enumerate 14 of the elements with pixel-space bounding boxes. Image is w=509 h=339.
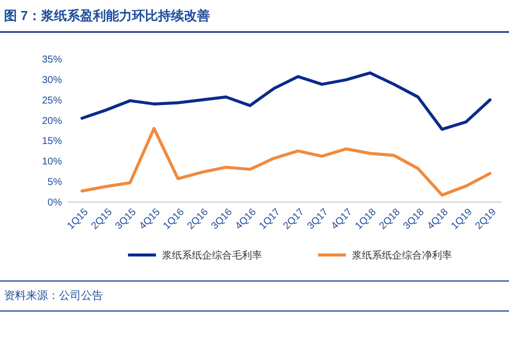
y-tick-label: 5% (48, 177, 62, 188)
y-tick-label: 20% (42, 116, 62, 127)
legend-label: 浆纸系纸企综合毛利率 (162, 250, 262, 262)
y-tick-label: 30% (42, 74, 62, 86)
legend-label: 浆纸系纸企综合净利率 (352, 250, 452, 262)
y-tick-label: 10% (42, 156, 62, 168)
y-tick-label: 0% (48, 198, 62, 208)
y-tick-label: 35% (42, 54, 62, 66)
chart-title: 图 7：浆纸系盈利能力环比持续改善 (4, 8, 210, 23)
text: 资料来源：公司公告 (4, 289, 103, 302)
y-tick-label: 15% (42, 136, 62, 148)
line-series (80, 71, 492, 131)
line-series (80, 126, 492, 197)
y-tick-label: 25% (42, 95, 62, 106)
